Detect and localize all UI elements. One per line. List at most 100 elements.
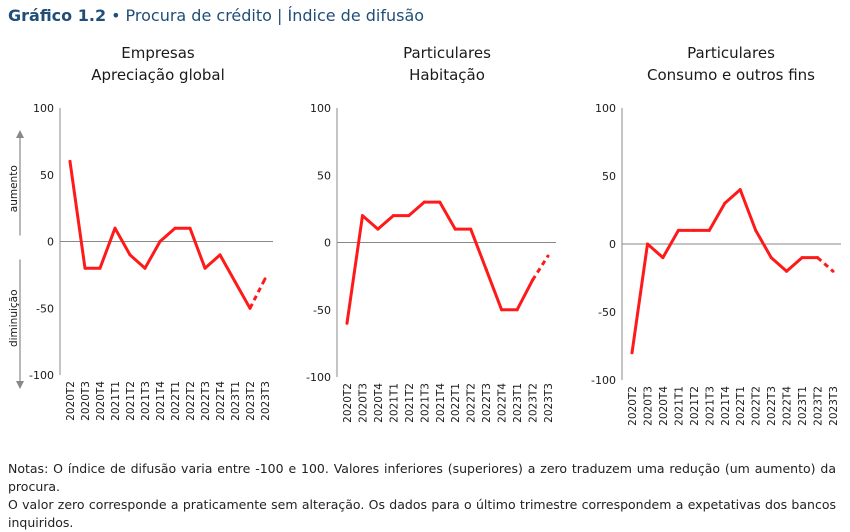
series-expectation-segment xyxy=(816,256,834,273)
x-tick-label: 2020T3 xyxy=(642,386,654,426)
data-point xyxy=(376,227,380,231)
x-tick-label: 2022T3 xyxy=(481,383,493,423)
x-tick-label: 2021T2 xyxy=(404,383,416,423)
chart-3: Particulares Consumo e outros fins 100 50 0 -… xyxy=(591,44,841,426)
data-point xyxy=(218,253,222,257)
data-point xyxy=(453,227,457,231)
chart-title: Particulares xyxy=(403,44,491,62)
x-tick-label: 2023T1 xyxy=(230,381,242,421)
data-point xyxy=(484,267,488,271)
data-point xyxy=(98,266,102,270)
x-tick-label: 2023T2 xyxy=(813,386,825,426)
data-point xyxy=(438,200,442,204)
data-point xyxy=(233,280,237,284)
data-point xyxy=(68,159,72,163)
series-line xyxy=(345,200,534,325)
x-tick-label: 2022T4 xyxy=(782,386,794,426)
y-tick-label: -50 xyxy=(313,304,331,317)
x-tick-label: 2020T4 xyxy=(373,383,385,423)
data-point xyxy=(707,228,711,232)
y-tick-label: -50 xyxy=(36,302,54,315)
chart-subtitle: Consumo e outros fins xyxy=(647,66,815,84)
y-tick-label: 50 xyxy=(40,169,54,182)
chart-subtitle: Apreciação global xyxy=(91,66,225,84)
x-tick-label: 2021T1 xyxy=(388,383,400,423)
data-point xyxy=(723,201,727,205)
y-tick-label: 0 xyxy=(47,236,54,249)
x-tick-label: 2020T2 xyxy=(65,381,77,421)
data-point xyxy=(83,266,87,270)
x-tick-label: 2022T1 xyxy=(170,381,182,421)
y-tick-label: -50 xyxy=(598,306,616,319)
data-point xyxy=(407,214,411,218)
arrow-up-label: aumento xyxy=(8,165,20,212)
data-point xyxy=(800,256,804,260)
series-expectation-segment xyxy=(248,278,267,309)
x-tick-label: 2020T4 xyxy=(658,386,670,426)
arrow-down-head xyxy=(16,381,24,389)
x-tick-label: 2022T2 xyxy=(751,386,763,426)
x-tick-label: 2022T4 xyxy=(497,383,509,423)
x-tick-label: 2021T4 xyxy=(435,383,447,423)
data-point xyxy=(754,228,758,232)
data-point xyxy=(113,226,117,230)
data-point xyxy=(422,200,426,204)
figure-header: Gráfico 1.2 • Procura de crédito | Índice … xyxy=(8,6,424,25)
x-tick-label: 2021T1 xyxy=(673,386,685,426)
data-point xyxy=(469,227,473,231)
x-tick-label: 2021T2 xyxy=(689,386,701,426)
x-tick-label: 2023T1 xyxy=(512,383,524,423)
x-tick-label: 2022T3 xyxy=(766,386,778,426)
data-point xyxy=(188,226,192,230)
x-tick-label: 2021T1 xyxy=(110,381,122,421)
y-tick-label: 50 xyxy=(317,169,331,182)
y-tick-label: -100 xyxy=(29,369,54,382)
x-tick-label: 2020T3 xyxy=(357,383,369,423)
data-point xyxy=(361,214,364,218)
data-point xyxy=(692,228,696,232)
data-point xyxy=(630,351,634,355)
chart-2: Particulares Habitação 100 50 0 -50 -100 2020T2… xyxy=(306,44,556,423)
data-point xyxy=(143,266,147,270)
series-line xyxy=(630,188,819,355)
data-point xyxy=(500,308,504,312)
data-point xyxy=(661,256,665,260)
figure-number: Gráfico 1.2 xyxy=(8,6,107,25)
x-tick-label: 2020T4 xyxy=(95,381,107,421)
x-tick-label: 2021T4 xyxy=(720,386,732,426)
notes-line-1: Notas: O índice de difusão varia entre -… xyxy=(8,461,836,494)
data-point xyxy=(391,214,395,218)
series-line xyxy=(68,159,252,310)
notes-line-2: O valor zero corresponde a praticamente … xyxy=(8,497,836,530)
x-tick-label: 2021T2 xyxy=(125,381,137,421)
x-tick-label: 2022T1 xyxy=(735,386,747,426)
chart-title: Empresas xyxy=(121,44,195,62)
series-expectation-segment xyxy=(531,255,550,281)
data-point xyxy=(785,269,789,273)
x-tick-label: 2022T3 xyxy=(200,381,212,421)
data-point xyxy=(515,308,519,312)
charts-area: Empresas Apreciação global 100 50 0 -50 -100 20… xyxy=(8,44,841,426)
data-point xyxy=(203,266,207,270)
arrow-down-label: diminuição xyxy=(8,289,20,347)
x-tick-label: 2023T3 xyxy=(828,386,840,426)
x-tick-label: 2021T3 xyxy=(419,383,431,423)
data-point xyxy=(769,256,773,260)
data-point xyxy=(128,253,132,257)
y-tick-label: 0 xyxy=(609,238,616,251)
x-tick-label: 2022T1 xyxy=(450,383,462,423)
x-tick-label: 2021T3 xyxy=(140,381,152,421)
x-tick-label: 2022T4 xyxy=(215,381,227,421)
y-tick-label: -100 xyxy=(306,371,331,384)
data-point xyxy=(158,240,162,243)
header-bullet: • xyxy=(111,6,121,25)
chart-title: Particulares xyxy=(687,44,775,62)
y-tick-label: 50 xyxy=(602,170,616,183)
x-tick-label: 2023T3 xyxy=(260,381,272,421)
arrow-up-head xyxy=(16,130,24,138)
x-tick-label: 2023T3 xyxy=(543,383,555,423)
data-point xyxy=(646,242,649,246)
y-tick-label: 0 xyxy=(324,237,331,250)
x-tick-label: 2020T2 xyxy=(627,386,639,426)
data-point xyxy=(173,226,177,230)
